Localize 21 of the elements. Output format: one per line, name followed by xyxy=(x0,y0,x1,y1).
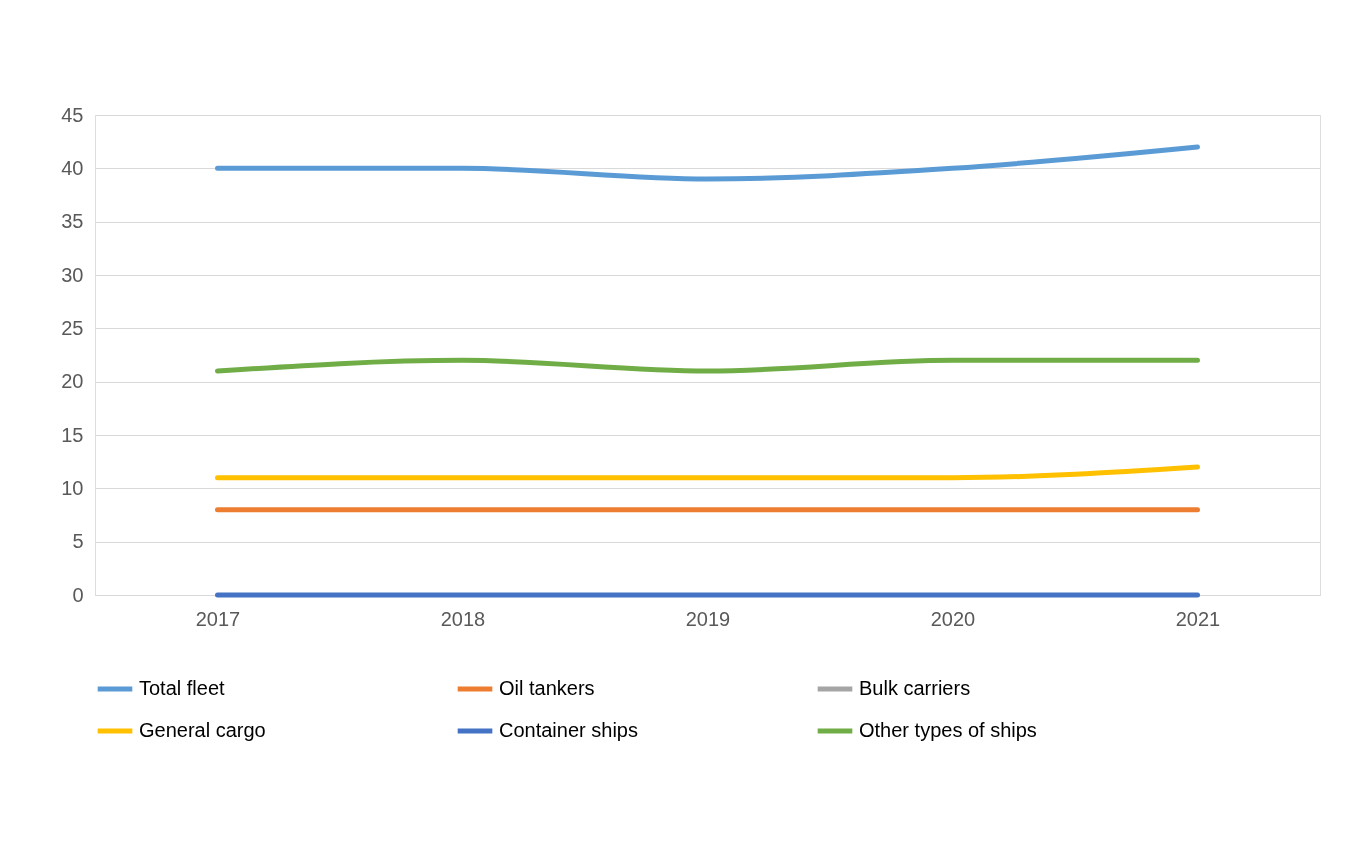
x-tick-label: 2017 xyxy=(195,607,241,630)
y-tick-label: 40 xyxy=(61,156,84,179)
x-tick-label: 2018 xyxy=(440,607,486,630)
y-tick-label: 35 xyxy=(61,210,84,233)
y-tick-label: 45 xyxy=(61,103,84,126)
x-tick-label: 2019 xyxy=(685,607,731,630)
legend-label: Oil tankers xyxy=(499,677,595,699)
y-tick-label: 0 xyxy=(72,583,84,606)
legend-label: Other types of ships xyxy=(859,719,1037,741)
y-tick-label: 30 xyxy=(61,263,84,286)
y-tick-label: 10 xyxy=(61,476,84,499)
legend-label: General cargo xyxy=(139,719,266,741)
x-tick-label: 2021 xyxy=(1175,607,1221,630)
y-tick-label: 15 xyxy=(61,423,84,446)
y-tick-label: 5 xyxy=(72,530,84,553)
y-tick-label: 25 xyxy=(61,316,84,339)
y-tick-label: 20 xyxy=(61,370,84,393)
legend-label: Bulk carriers xyxy=(859,677,971,699)
legend-label: Container ships xyxy=(499,719,638,741)
x-tick-label: 2020 xyxy=(930,607,976,630)
legend-label: Total fleet xyxy=(139,677,226,699)
